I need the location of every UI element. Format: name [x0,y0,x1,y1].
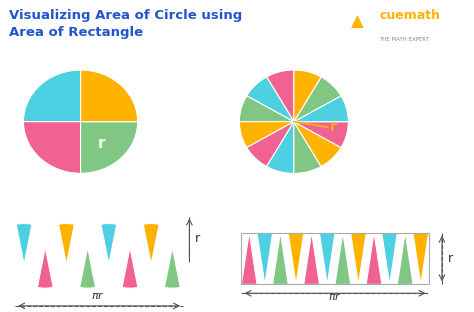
Polygon shape [273,233,288,284]
Polygon shape [241,233,257,284]
Polygon shape [37,248,53,288]
Polygon shape [366,233,382,284]
Polygon shape [257,233,273,284]
Polygon shape [294,122,321,174]
Polygon shape [16,224,32,264]
Polygon shape [122,248,138,288]
Polygon shape [319,233,335,284]
Polygon shape [246,122,294,167]
Polygon shape [335,233,351,284]
Polygon shape [59,224,74,264]
Polygon shape [397,233,413,284]
Polygon shape [266,70,294,122]
Text: r: r [448,252,453,265]
Polygon shape [294,96,348,122]
Text: r: r [195,232,200,245]
Polygon shape [288,233,304,284]
Bar [241,233,428,284]
Polygon shape [239,122,294,148]
Polygon shape [294,122,348,148]
Polygon shape [294,122,341,167]
Text: $\pi r$: $\pi r$ [328,291,342,303]
Polygon shape [80,248,95,288]
Polygon shape [304,233,319,284]
Polygon shape [81,70,138,122]
Text: r: r [330,120,337,134]
Polygon shape [351,233,366,284]
Polygon shape [23,70,81,122]
Polygon shape [164,248,180,288]
Text: Visualizing Area of Circle using
Area of Rectangle: Visualizing Area of Circle using Area of… [9,9,243,39]
Polygon shape [246,77,294,122]
Text: r: r [98,136,105,151]
Text: ▲: ▲ [351,12,364,31]
Polygon shape [101,224,117,264]
Polygon shape [294,70,321,122]
Polygon shape [81,122,138,174]
Text: THE MATH EXPERT: THE MATH EXPERT [379,37,429,42]
Polygon shape [382,233,397,284]
Polygon shape [143,224,159,264]
Text: $\pi r$: $\pi r$ [91,290,105,301]
Polygon shape [413,233,428,284]
Polygon shape [266,122,294,174]
Polygon shape [23,122,81,174]
Text: cuemath: cuemath [379,9,440,22]
Polygon shape [294,77,341,122]
Polygon shape [239,96,294,122]
